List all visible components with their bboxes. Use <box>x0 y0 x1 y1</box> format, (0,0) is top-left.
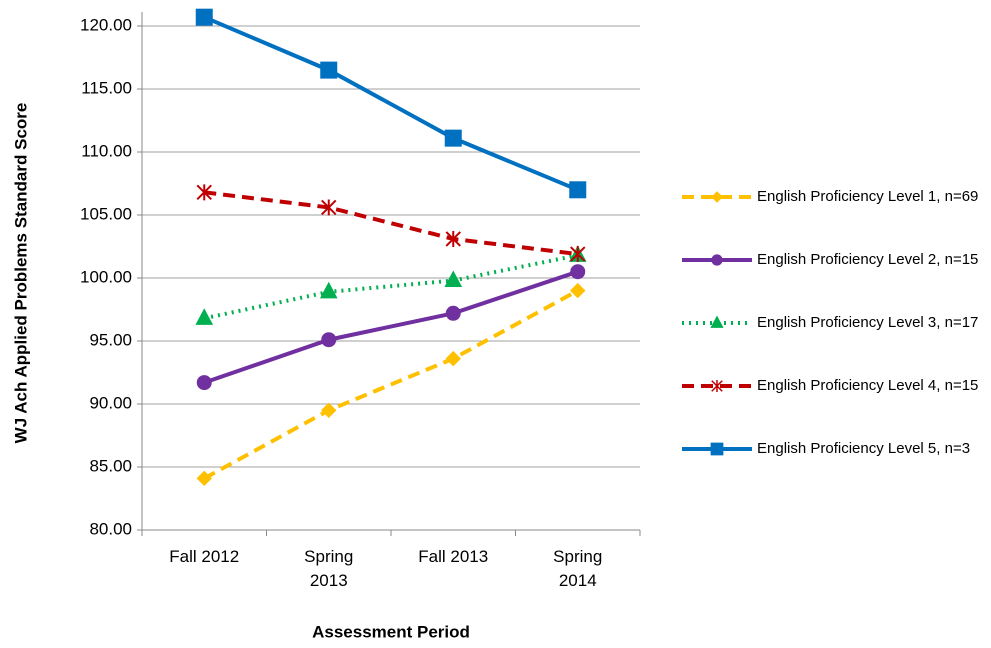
marker <box>569 181 587 199</box>
marker <box>196 470 212 487</box>
marker <box>320 61 338 79</box>
marker <box>321 199 337 216</box>
series <box>196 282 586 487</box>
legend-marker <box>711 191 723 203</box>
marker <box>319 281 338 299</box>
series <box>195 245 587 325</box>
y-tick-label: 115.00 <box>81 78 132 97</box>
legend-marker <box>710 315 724 328</box>
marker <box>444 270 463 288</box>
marker <box>570 264 586 280</box>
legend-label: English Proficiency Level 5, n=3 <box>757 440 971 457</box>
marker <box>321 402 337 419</box>
y-tick-label: 90.00 <box>89 393 132 412</box>
legend-label: English Proficiency Level 2, n=15 <box>757 251 979 268</box>
marker <box>570 246 586 263</box>
marker <box>196 375 212 391</box>
marker <box>445 230 461 247</box>
series <box>196 184 586 263</box>
marker <box>444 129 462 147</box>
marker <box>196 184 212 201</box>
y-tick-label: 80.00 <box>89 519 132 538</box>
legend-marker <box>711 254 723 266</box>
series-line <box>203 288 579 481</box>
y-tick-label: 95.00 <box>89 330 132 349</box>
series-line <box>204 190 578 257</box>
legend-label: English Proficiency Level 1, n=69 <box>757 188 979 205</box>
legend-label: English Proficiency Level 3, n=17 <box>757 314 979 331</box>
x-tick-label: Fall 2013 <box>418 547 489 566</box>
series-line <box>203 15 579 192</box>
y-tick-label: 85.00 <box>89 456 132 475</box>
y-axis-title: WJ Ach Applied Problems Standard Score <box>11 103 30 444</box>
y-tick-label: 100.00 <box>80 267 132 286</box>
legend-label: English Proficiency Level 4, n=15 <box>757 377 979 394</box>
legend-marker <box>710 442 724 456</box>
series <box>196 264 586 391</box>
marker <box>445 350 461 367</box>
marker <box>195 8 213 26</box>
x-axis-title: Assessment Period <box>312 622 470 641</box>
series <box>195 8 587 199</box>
x-tick-label: Spring 2013 <box>304 547 354 590</box>
legend-marker <box>711 380 723 392</box>
marker <box>445 305 461 321</box>
marker <box>321 332 337 348</box>
x-tick-label: Spring 2014 <box>553 547 603 590</box>
series-line <box>203 269 579 385</box>
y-tick-label: 110.00 <box>81 141 132 160</box>
x-tick-label: Fall 2012 <box>169 547 240 566</box>
marker <box>570 282 586 299</box>
marker <box>195 308 214 325</box>
y-tick-label: 120.00 <box>80 15 132 34</box>
y-tick-label: 105.00 <box>80 204 132 223</box>
series-line <box>203 253 579 321</box>
